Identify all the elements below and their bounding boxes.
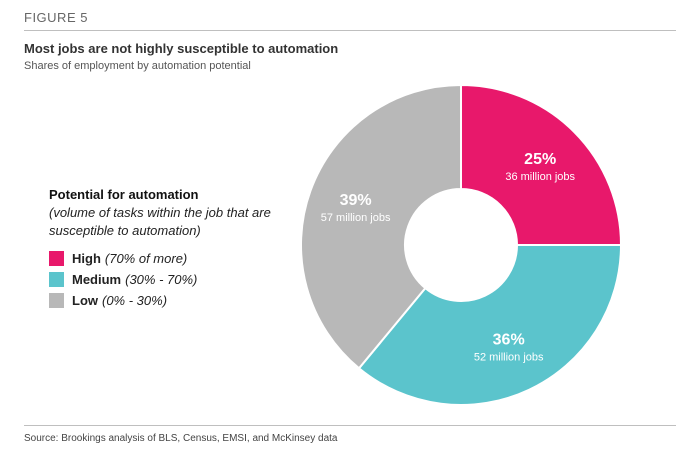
legend-item-medium: Medium (30% - 70%) [49, 269, 309, 290]
legend-swatch-high [49, 251, 64, 266]
slice-medium [357, 244, 623, 406]
legend-item-high: High (70% of more) [49, 248, 309, 269]
legend-range-low: (0% - 30%) [102, 293, 168, 308]
source-note: Source: Brookings analysis of BLS, Censu… [24, 433, 338, 444]
slice-low-jobs-label: 57 million jobs [321, 212, 391, 224]
legend-title: Potential for automation [49, 187, 199, 202]
chart-subtitle: Shares of employment by automation poten… [24, 60, 251, 72]
legend-swatch-medium [49, 272, 64, 287]
legend-item-low: Low (0% - 30%) [49, 290, 309, 311]
slice-medium-percent-label: 36% [493, 331, 525, 348]
slice-high [460, 83, 623, 246]
legend-range-medium: (30% - 70%) [125, 272, 198, 287]
top-divider [24, 30, 676, 31]
chart-title: Most jobs are not highly susceptible to … [24, 41, 339, 56]
slice-high-jobs-label: 36 million jobs [505, 171, 575, 183]
legend-label-high: High [72, 251, 101, 266]
legend-range-high: (70% of more) [104, 251, 188, 266]
slice-high-percent-label: 25% [524, 151, 556, 168]
legend-label-medium: Medium [72, 272, 122, 287]
legend-label-low: Low [72, 293, 98, 308]
bottom-divider [24, 425, 676, 426]
slice-medium-jobs-label: 52 million jobs [474, 351, 544, 363]
legend: Potential for automation (volume of task… [49, 186, 309, 311]
legend-swatch-low [49, 293, 64, 308]
slice-low-percent-label: 39% [340, 192, 372, 209]
slice-low [300, 83, 462, 370]
figure-label: FIGURE 5 [24, 10, 88, 25]
legend-subtitle: (volume of tasks within the job that are… [49, 205, 271, 238]
